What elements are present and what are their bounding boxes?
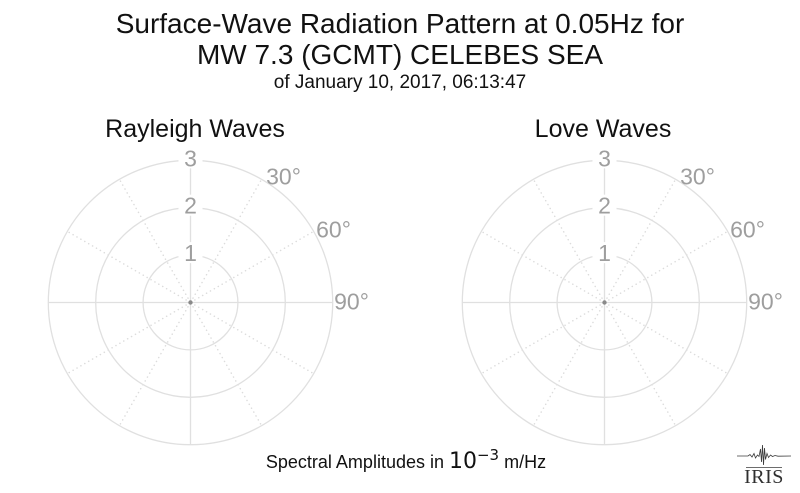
theta-grid-line-dotted [480, 230, 601, 301]
theta-tick-label: 90° [334, 289, 369, 315]
theta-grid-line-dotted [608, 230, 729, 301]
radiation-pattern-point [188, 300, 193, 305]
r-tick-label-bg [178, 242, 203, 264]
r-tick-label-bg [178, 147, 203, 169]
theta-grid-line-dotted [118, 178, 189, 299]
r-tick-label: 3 [184, 145, 197, 171]
love-plot-title: Love Waves [534, 115, 672, 143]
theta-tick-label: 30° [266, 164, 301, 190]
footer-power-of-ten: 10−3 [448, 446, 500, 474]
footer-mantissa: 10 [448, 449, 477, 474]
r-tick-label-bg [592, 242, 617, 264]
r-tick-label: 2 [184, 193, 197, 219]
r-tick-label: 2 [598, 193, 611, 219]
r-tick-label: 3 [598, 145, 611, 171]
page-title-line1: Surface-Wave Radiation Pattern at 0.05Hz… [115, 8, 685, 39]
iris-logo-text: IRIS [744, 466, 784, 488]
rayleigh-plot-title: Rayleigh Waves [105, 115, 285, 143]
r-tick-label: 1 [184, 240, 197, 266]
theta-grid-line-dotted [66, 304, 187, 375]
page-title-line2: MW 7.3 (GCMT) CELEBES SEA [196, 39, 604, 70]
r-tick-label-bg [592, 194, 617, 216]
theta-grid-line-dotted [66, 230, 187, 301]
theta-tick-label: 60° [730, 217, 765, 243]
theta-grid-line-dotted [192, 306, 263, 427]
theta-grid-line-dotted [608, 304, 729, 375]
footer-annotation: Spectral Amplitudes in 10−3 m/Hz [6, 446, 800, 474]
theta-grid-line-dotted [532, 178, 603, 299]
iris-logo: IRIS [737, 444, 792, 488]
theta-tick-label: 60° [316, 217, 351, 243]
theta-grid-line-dotted [606, 306, 677, 427]
seismogram-trace-icon [737, 444, 792, 466]
theta-tick-label: 90° [748, 289, 783, 315]
theta-grid-line-dotted [194, 304, 315, 375]
theta-grid-line-dotted [118, 306, 189, 427]
theta-grid-line-dotted [192, 178, 263, 299]
r-tick-label-bg [178, 194, 203, 216]
rayleigh-polar-plot: 1 2 3 30° 60° 90° [47, 145, 369, 446]
theta-grid-line-dotted [194, 230, 315, 301]
footer-suffix: m/Hz [499, 452, 547, 472]
theta-grid-line-dotted [480, 304, 601, 375]
theta-grid-line-dotted [606, 178, 677, 299]
r-tick-label-bg [592, 147, 617, 169]
page-subtitle: of January 10, 2017, 06:13:47 [273, 72, 527, 93]
theta-grid-line-dotted [532, 306, 603, 427]
theta-tick-label: 30° [680, 164, 715, 190]
radiation-pattern-point [602, 300, 607, 305]
footer-exponent: −3 [476, 446, 500, 464]
r-tick-label: 1 [598, 240, 611, 266]
footer-prefix: Spectral Amplitudes in [265, 452, 449, 472]
love-polar-plot: 1 2 3 30° 60° 90° [461, 145, 783, 446]
